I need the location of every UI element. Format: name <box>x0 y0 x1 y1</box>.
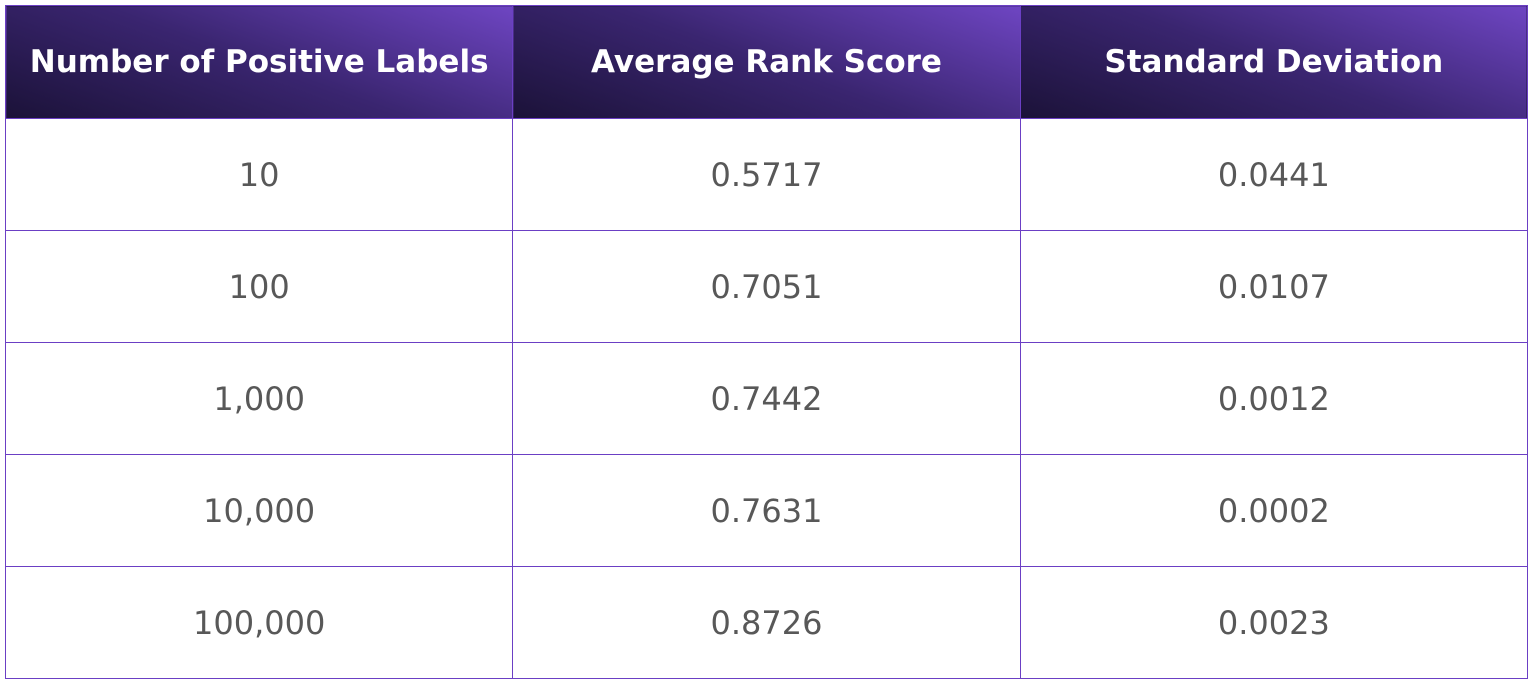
header-row: Number of Positive Labels Average Rank Sc… <box>4 5 1529 119</box>
table-cell: 0.7051 <box>512 230 1021 343</box>
table-cell: 0.5717 <box>512 118 1021 231</box>
header-cell: Number of Positive Labels <box>4 5 514 119</box>
table-cell: 10 <box>4 118 514 231</box>
table-cell: 0.0002 <box>1019 454 1529 567</box>
header-cell: Average Rank Score <box>512 5 1021 119</box>
header-cell: Standard Deviation <box>1019 5 1529 119</box>
table-cell: 0.0441 <box>1019 118 1529 231</box>
table-cell: 0.7442 <box>512 342 1021 455</box>
table-header: Number of Positive Labels Average Rank Sc… <box>4 5 1529 119</box>
table-row: 10 0.5717 0.0441 <box>4 118 1529 231</box>
table-body: 10 0.5717 0.0441 100 0.7051 0.0107 1,000 0.7442… <box>4 118 1529 679</box>
table-cell: 1,000 <box>4 342 514 455</box>
table-cell: 0.0107 <box>1019 230 1529 343</box>
table-cell: 0.0012 <box>1019 342 1529 455</box>
table-cell: 10,000 <box>4 454 514 567</box>
table-cell: 100 <box>4 230 514 343</box>
table-row: 1,000 0.7442 0.0012 <box>4 342 1529 455</box>
table-cell: 0.8726 <box>512 566 1021 679</box>
table-cell: 0.0023 <box>1019 566 1529 679</box>
table-cell: 0.7631 <box>512 454 1021 567</box>
table-row: 100 0.7051 0.0107 <box>4 230 1529 343</box>
table-cell: 100,000 <box>4 566 514 679</box>
table-row: 100,000 0.8726 0.0023 <box>4 566 1529 679</box>
table-row: 10,000 0.7631 0.0002 <box>4 454 1529 567</box>
results-table: Number of Positive Labels Average Rank Sc… <box>4 5 1529 679</box>
